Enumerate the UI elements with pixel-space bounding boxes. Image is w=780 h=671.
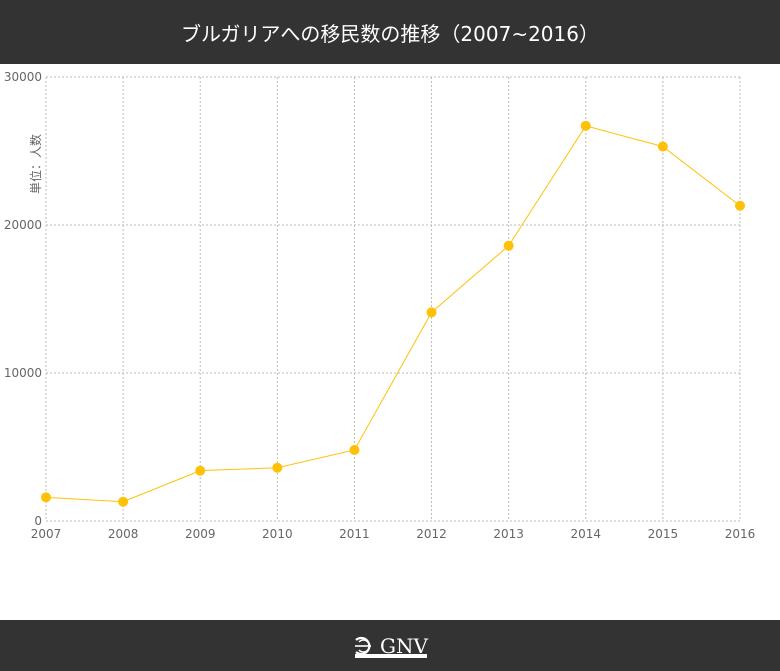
x-tick-label: 2007 xyxy=(31,527,62,541)
data-point[interactable] xyxy=(118,496,129,507)
line-chart: 0 10000 20000 30000 2007 2008 2009 2010 2011 2012… xyxy=(4,70,755,541)
footer: GNV xyxy=(0,620,780,671)
logo-underline xyxy=(355,654,427,658)
gnv-logo[interactable]: GNV xyxy=(352,634,428,658)
axis-layer: 0 10000 20000 30000 2007 2008 2009 2010 2011 2012… xyxy=(4,70,755,541)
x-tick-label: 2015 xyxy=(648,527,679,541)
y-tick-label: 0 xyxy=(34,514,42,528)
data-point[interactable] xyxy=(657,141,668,152)
data-point[interactable] xyxy=(349,444,360,455)
data-point[interactable] xyxy=(41,492,51,503)
x-tick-label: 2013 xyxy=(493,527,524,541)
globe-icon xyxy=(355,636,372,655)
series-line xyxy=(45,125,741,503)
x-tick-label: 2011 xyxy=(339,527,370,541)
series-layer xyxy=(41,120,745,507)
data-point[interactable] xyxy=(426,307,437,318)
y-tick-label: 10000 xyxy=(4,366,42,380)
grid-layer xyxy=(45,76,741,522)
data-point[interactable] xyxy=(195,465,206,476)
x-tick-label: 2014 xyxy=(571,527,602,541)
y-tick-label: 20000 xyxy=(4,218,42,232)
data-point[interactable] xyxy=(735,200,745,211)
x-tick-label: 2008 xyxy=(108,527,139,541)
chart-header: ブルガリアへの移民数の推移（2007~2016） xyxy=(0,0,780,64)
y-axis-label: 単位：人数 xyxy=(28,134,43,194)
logo-text: GNV xyxy=(380,633,428,658)
x-tick-label: 2016 xyxy=(725,527,756,541)
data-point[interactable] xyxy=(580,120,591,131)
x-tick-label: 2012 xyxy=(416,527,447,541)
data-point[interactable] xyxy=(503,240,514,251)
y-tick-label: 30000 xyxy=(4,70,42,84)
x-tick-label: 2010 xyxy=(262,527,293,541)
x-tick-label: 2009 xyxy=(185,527,216,541)
chart-title: ブルガリアへの移民数の推移（2007~2016） xyxy=(181,21,599,46)
chart-area: 0 10000 20000 30000 2007 2008 2009 2010 2011 2012… xyxy=(0,64,780,620)
data-point[interactable] xyxy=(272,462,283,473)
